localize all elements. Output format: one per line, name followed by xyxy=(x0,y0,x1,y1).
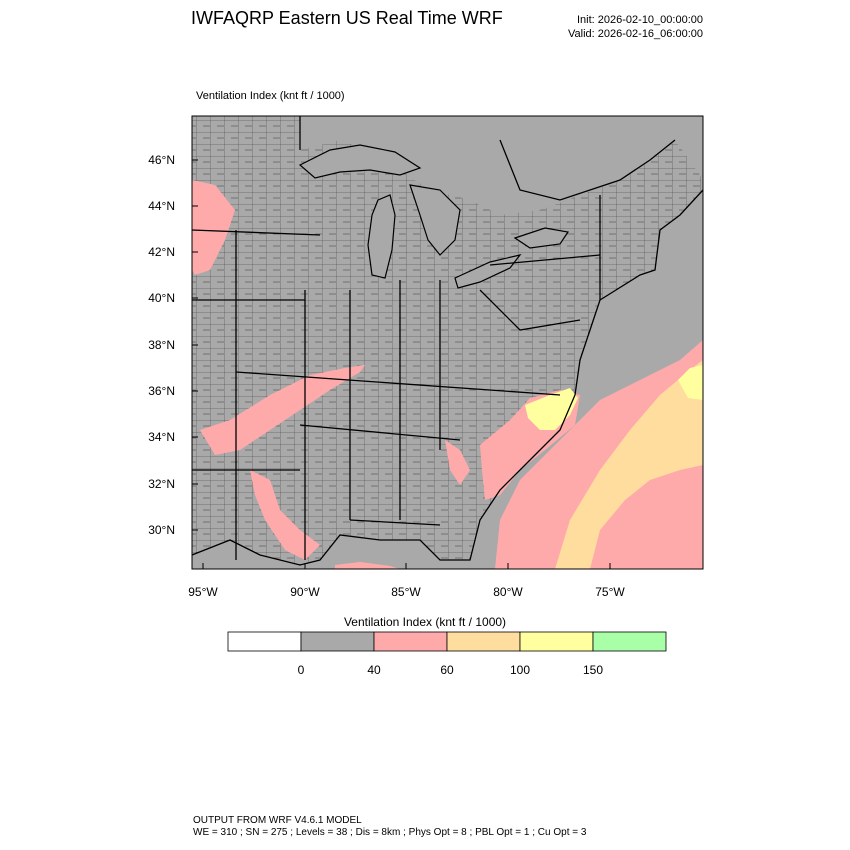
model-footer: OUTPUT FROM WRF V4.6.1 MODEL WE = 310 ; … xyxy=(193,815,586,839)
latitude-label: 30°N xyxy=(148,523,175,537)
latitude-label: 38°N xyxy=(148,338,175,352)
vi-region-upper-midwest xyxy=(192,180,235,275)
longitude-label: 95°W xyxy=(188,585,218,599)
vi-region-louisiana xyxy=(250,470,320,560)
latitude-label: 40°N xyxy=(148,291,175,305)
longitude-axis: 95°W 90°W 85°W 80°W 75°W xyxy=(188,563,625,599)
vi-region-gulf-coast xyxy=(335,562,400,569)
footer-line-2: WE = 310 ; SN = 275 ; Levels = 38 ; Dis … xyxy=(193,827,587,838)
lake-superior xyxy=(298,144,422,179)
vi-region-atlantic-low-inner xyxy=(590,465,703,569)
longitude-label: 75°W xyxy=(595,585,625,599)
canada-border xyxy=(299,116,676,201)
lake-ontario xyxy=(513,227,570,249)
vi-region-ohio-band xyxy=(330,365,365,380)
run-times: Init: 2026-02-10_00:00:00 Valid: 2026-02… xyxy=(568,13,703,41)
longitude-label: 80°W xyxy=(493,585,523,599)
latitude-axis: 46°N 44°N 42°N 40°N 38°N 36°N 34°N 32°N 30°N xyxy=(148,153,198,537)
longitude-label: 85°W xyxy=(391,585,421,599)
map-frame xyxy=(191,115,704,570)
colorbar-title: Ventilation Index (knt ft / 1000) xyxy=(343,615,507,629)
lake-michigan xyxy=(367,194,396,279)
latitude-label: 34°N xyxy=(148,430,175,444)
valid-time: Valid: 2026-02-16_06:00:00 xyxy=(568,28,703,40)
vi-region-arkansas-band xyxy=(200,368,360,455)
plot-title: IWFAQRP Eastern US Real Time WRF xyxy=(191,8,503,28)
state-boundaries xyxy=(192,195,601,560)
coastline xyxy=(192,189,703,566)
latitude-label: 46°N xyxy=(148,153,175,167)
field-label: Ventilation Index (knt ft / 1000) xyxy=(196,90,345,102)
lake-huron xyxy=(409,184,461,256)
vi-region-offshore-high xyxy=(678,365,703,400)
latitude-label: 42°N xyxy=(148,245,175,259)
init-time: Init: 2026-02-10_00:00:00 xyxy=(577,14,703,26)
latitude-label: 44°N xyxy=(148,199,175,213)
vi-region-georgia xyxy=(445,440,470,485)
county-mesh xyxy=(192,116,703,565)
footer-line-1: OUTPUT FROM WRF V4.6.1 MODEL xyxy=(193,815,362,826)
longitude-label: 90°W xyxy=(290,585,320,599)
latitude-label: 36°N xyxy=(148,384,175,398)
latitude-label: 32°N xyxy=(148,477,175,491)
